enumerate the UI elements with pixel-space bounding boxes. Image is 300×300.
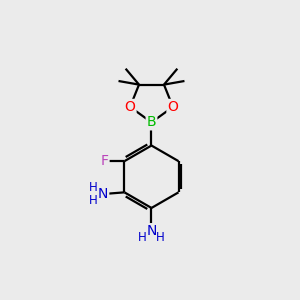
Text: H: H bbox=[156, 231, 165, 244]
Text: H: H bbox=[138, 231, 147, 244]
Text: H: H bbox=[89, 194, 98, 207]
Text: F: F bbox=[100, 154, 109, 168]
Text: O: O bbox=[124, 100, 136, 114]
Text: N: N bbox=[146, 224, 157, 238]
Text: H: H bbox=[89, 181, 98, 194]
Text: O: O bbox=[167, 100, 178, 114]
Text: N: N bbox=[98, 187, 108, 201]
Text: B: B bbox=[147, 116, 156, 129]
